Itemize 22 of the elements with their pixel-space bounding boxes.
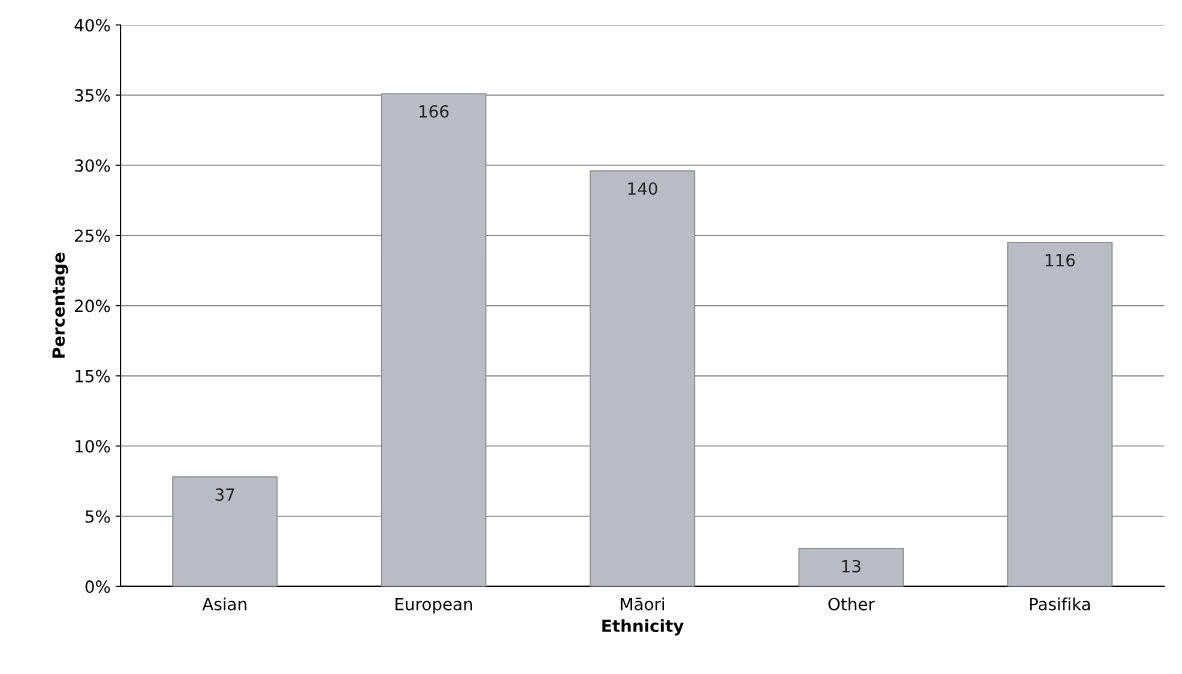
- x-tick-label: Māori: [620, 597, 664, 611]
- annotation: 13: [842, 559, 861, 573]
- annotation: 116: [1045, 253, 1075, 267]
- y-tick-label: 25%: [75, 229, 110, 243]
- annotation: 37: [215, 488, 235, 501]
- y-tick-label: 10%: [75, 439, 110, 453]
- y-tick-label: 5%: [85, 510, 110, 523]
- annotation: 166: [419, 105, 449, 118]
- y-tick-label: 15%: [75, 369, 110, 383]
- y-tick-label: 20%: [75, 299, 110, 313]
- x-axis-title: Ethnicity: [602, 619, 684, 636]
- y-tick-label: 35%: [75, 89, 110, 102]
- x-tick-label: Other: [828, 597, 875, 611]
- x-tick-label: European: [395, 598, 472, 614]
- y-axis-title: Percentage: [52, 252, 69, 358]
- y-tick-label: 0%: [85, 580, 110, 593]
- x-tick-label: Pasifika: [1030, 597, 1090, 611]
- x-tick-label: Asian: [202, 597, 247, 611]
- bar: [798, 547, 904, 587]
- annotation: 140: [628, 182, 658, 195]
- y-tick-label: 30%: [75, 159, 110, 172]
- y-tick-label: 40%: [74, 18, 110, 32]
